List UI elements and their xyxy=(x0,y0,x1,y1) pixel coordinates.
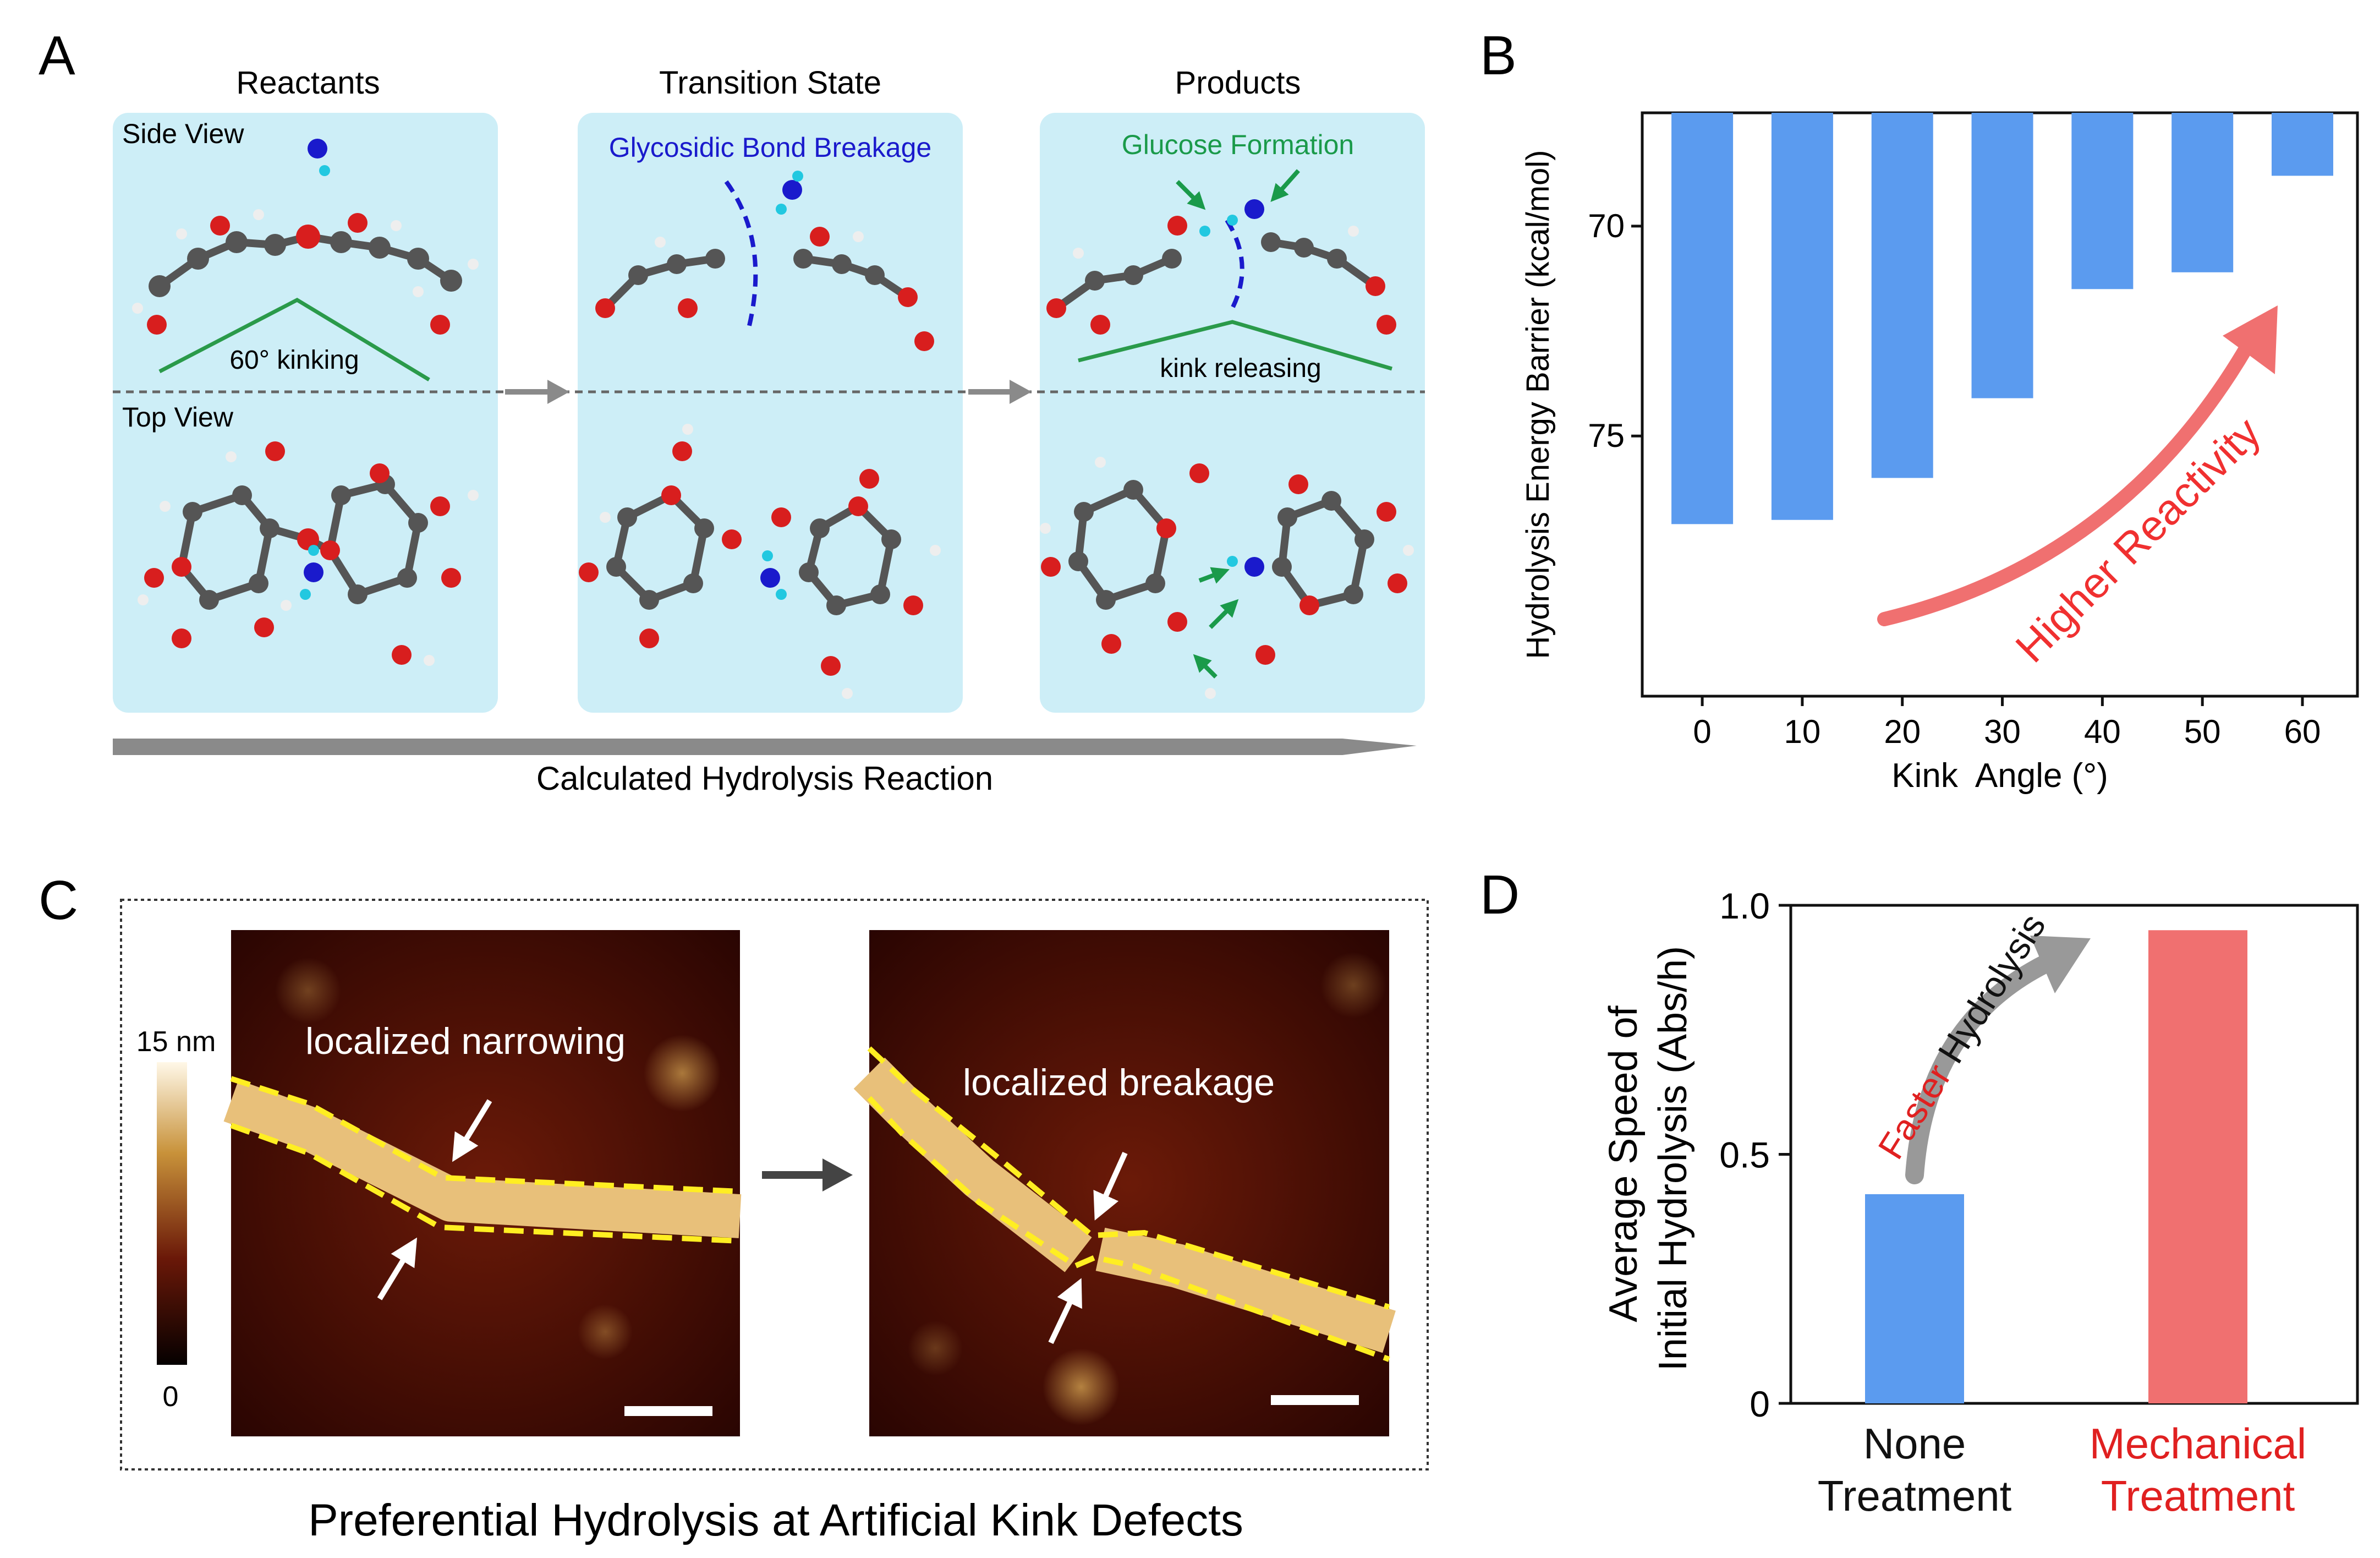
panel-b: B 0 10 20 30 40 50 60 70 75 Kink Angle (°) Hydro… xyxy=(1480,25,2359,795)
chart-b-xlabel: Kink Angle (°) xyxy=(1891,757,2108,795)
chart-d-ylabel: Average Speed of Initial Hydrolysis (Abs… xyxy=(1602,946,1695,1371)
y-tick-label: 1.0 xyxy=(1719,885,1770,926)
hydrolysis-word: Hydrolysis xyxy=(1924,906,2053,1079)
chart-b-ylabel: Hydrolysis Energy Barrier (kcal/mol) xyxy=(1520,150,1556,659)
products-side-molecule xyxy=(1046,169,1396,335)
chart-d-bars xyxy=(1865,930,2247,1403)
x-tick-label: 30 xyxy=(1984,713,2021,750)
panel-c-letter: C xyxy=(39,870,78,931)
x-tick-label: 60 xyxy=(2284,713,2321,750)
transition-top-molecule xyxy=(579,424,941,699)
panel-a-letter: A xyxy=(39,25,75,86)
reactants-top-molecule xyxy=(138,441,479,666)
products-top-molecule xyxy=(1040,457,1414,699)
reactants-box xyxy=(113,113,498,713)
faster-hydrolysis-arrowhead xyxy=(2030,936,2091,993)
kinking-label: 60° kinking xyxy=(229,346,359,375)
localized-narrowing-label: localized narrowing xyxy=(305,1020,626,1062)
afm-frame xyxy=(120,899,1429,1470)
higher-reactivity-arrowhead xyxy=(2223,305,2278,374)
bar-kink-10 xyxy=(1771,113,1833,520)
reaction-axis-caption: Calculated Hydrolysis Reaction xyxy=(536,760,993,797)
products-dashed-curve xyxy=(1225,218,1244,309)
colorbar-top-label: 15 nm xyxy=(136,1026,216,1058)
chart-b-bars xyxy=(1671,113,2333,524)
panel-d-letter: D xyxy=(1480,864,1520,926)
kink-releasing-label: kink releasing xyxy=(1160,354,1321,383)
y-tick-label: 70 xyxy=(1588,207,1625,244)
panel-c-caption: Preferential Hydrolysis at Artificial Ki… xyxy=(308,1495,1243,1545)
panel-b-letter: B xyxy=(1480,25,1517,86)
x-tick-label: 20 xyxy=(1884,713,1921,750)
column-title-transition-state: Transition State xyxy=(659,65,881,101)
step-arrow-2 xyxy=(968,380,1032,404)
transition-side-molecule xyxy=(595,171,934,351)
x-category-label: None xyxy=(1863,1419,1966,1468)
y-tick-label: 0.5 xyxy=(1719,1135,1770,1176)
side-view-label: Side View xyxy=(122,118,244,149)
bar-kink-20 xyxy=(1871,113,1933,478)
higher-reactivity-arrow xyxy=(1877,334,2257,626)
faster-hydrolysis-arrow xyxy=(1905,954,2056,1184)
x-tick-label: 10 xyxy=(1784,713,1821,750)
top-view-label: Top View xyxy=(122,402,234,433)
bond-breakage-label: Glycosidic Bond Breakage xyxy=(609,132,931,163)
kinking-angle-line xyxy=(158,297,430,381)
bar-kink-0 xyxy=(1671,113,1734,524)
x-tick-label: 40 xyxy=(2084,713,2121,750)
afm-image-after xyxy=(853,930,1396,1436)
glucose-formation-label: Glucose Formation xyxy=(1122,129,1354,160)
bar-kink-60 xyxy=(2272,113,2333,176)
chart-b-ticks: 0 10 20 30 40 50 60 70 75 xyxy=(1588,207,2321,750)
column-title-products: Products xyxy=(1175,65,1301,101)
afm-step-arrowhead xyxy=(822,1158,853,1191)
bar-kink-30 xyxy=(1971,113,2033,398)
localized-breakage-label: localized breakage xyxy=(963,1062,1275,1103)
y-tick-label: 75 xyxy=(1588,417,1625,454)
afm-image-before xyxy=(223,930,742,1436)
column-title-reactants: Reactants xyxy=(236,65,380,101)
bar-mechanical-treatment xyxy=(2148,930,2247,1403)
step-arrow-1 xyxy=(505,380,569,404)
y-tick-label: 0 xyxy=(1750,1384,1770,1424)
faster-word: Faster xyxy=(1870,1057,1959,1166)
faster-hydrolysis-label: Faster Hydrolysis xyxy=(1870,906,2053,1166)
colorbar-bottom-label: 0 xyxy=(163,1381,179,1413)
products-box xyxy=(1040,113,1425,713)
panel-d: D NoneTreatmentMechanicalTreatment00.51.… xyxy=(1480,864,2359,1520)
bar-kink-50 xyxy=(2171,113,2234,272)
bar-none-treatment xyxy=(1865,1194,1964,1403)
reaction-wedge-arrow xyxy=(113,739,1417,755)
reactants-side-molecule xyxy=(132,139,479,335)
x-tick-label: 50 xyxy=(2184,713,2221,750)
chart-d-ylabel-line-2: Initial Hydrolysis (Abs/h) xyxy=(1651,946,1695,1371)
x-category-label: Treatment xyxy=(1818,1472,2012,1520)
x-category-label: Mechanical xyxy=(2090,1419,2307,1468)
transition-box xyxy=(578,113,963,713)
bar-kink-40 xyxy=(2071,113,2134,289)
x-tick-label: 0 xyxy=(1693,713,1711,750)
kink-releasing-line xyxy=(1078,320,1392,371)
x-category-label: Treatment xyxy=(2101,1472,2295,1520)
height-colorbar xyxy=(157,1062,187,1365)
chart-d-ylabel-line-1: Average Speed of xyxy=(1602,1005,1646,1322)
panel-a: A Reactants Transition State Products Si… xyxy=(39,25,1425,797)
panel-c: C 15 nm 0 localized narrowing xyxy=(39,870,1429,1545)
higher-reactivity-label: Higher Reactivity xyxy=(2006,408,2269,671)
